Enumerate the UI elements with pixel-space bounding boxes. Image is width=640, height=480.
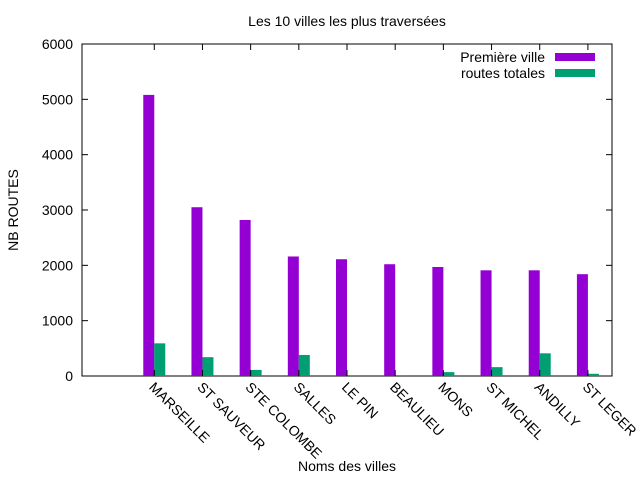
y-tick-label: 1000	[42, 313, 73, 329]
x-tick-label: LE PIN	[339, 379, 382, 422]
bar-series-0-0	[143, 94, 155, 376]
x-tick-label: MONS	[435, 379, 476, 420]
chart-title: Les 10 villes les plus traversées	[248, 13, 446, 29]
bar-series-0-7	[480, 270, 492, 376]
bar-series-1-7	[491, 367, 503, 376]
y-tick-label: 0	[65, 368, 73, 384]
bar-series-0-9	[576, 274, 588, 376]
legend-label-0: Première ville	[460, 49, 545, 65]
legend-swatch-0	[555, 53, 595, 61]
bar-series-1-9	[587, 373, 599, 376]
bar-series-1-0	[154, 343, 166, 376]
x-tick-label: ST LEGER	[580, 379, 640, 439]
legend-swatch-1	[555, 69, 595, 77]
bar-series-1-2	[250, 369, 262, 376]
x-axis-label: Noms des villes	[298, 458, 396, 474]
legend-label-1: routes totales	[461, 65, 545, 81]
bar-series-0-3	[287, 256, 299, 376]
bar-series-1-1	[202, 357, 214, 376]
bar-series-1-6	[443, 372, 455, 376]
bar-series-0-4	[336, 259, 347, 376]
x-tick-label: SALLES	[291, 379, 340, 428]
bar-series-0-5	[384, 264, 396, 376]
y-tick-label: 3000	[42, 202, 73, 218]
bar-series-0-2	[239, 219, 251, 376]
y-tick-label: 4000	[42, 147, 73, 163]
y-tick-label: 6000	[42, 36, 73, 52]
y-tick-label: 2000	[42, 257, 73, 273]
bar-series-1-3	[298, 354, 310, 376]
y-axis-label: NB ROUTES	[5, 169, 21, 251]
bars-group	[143, 94, 599, 376]
bar-series-1-4	[347, 375, 358, 376]
bar-series-0-8	[528, 270, 540, 376]
y-axis-ticks: 0 1000 2000 3000 4000 5000 6000	[42, 36, 612, 384]
bar-series-1-5	[395, 375, 407, 376]
bar-series-1-8	[539, 353, 551, 376]
bar-series-0-1	[191, 207, 203, 376]
y-tick-label: 5000	[42, 91, 73, 107]
bar-series-0-6	[432, 266, 444, 376]
